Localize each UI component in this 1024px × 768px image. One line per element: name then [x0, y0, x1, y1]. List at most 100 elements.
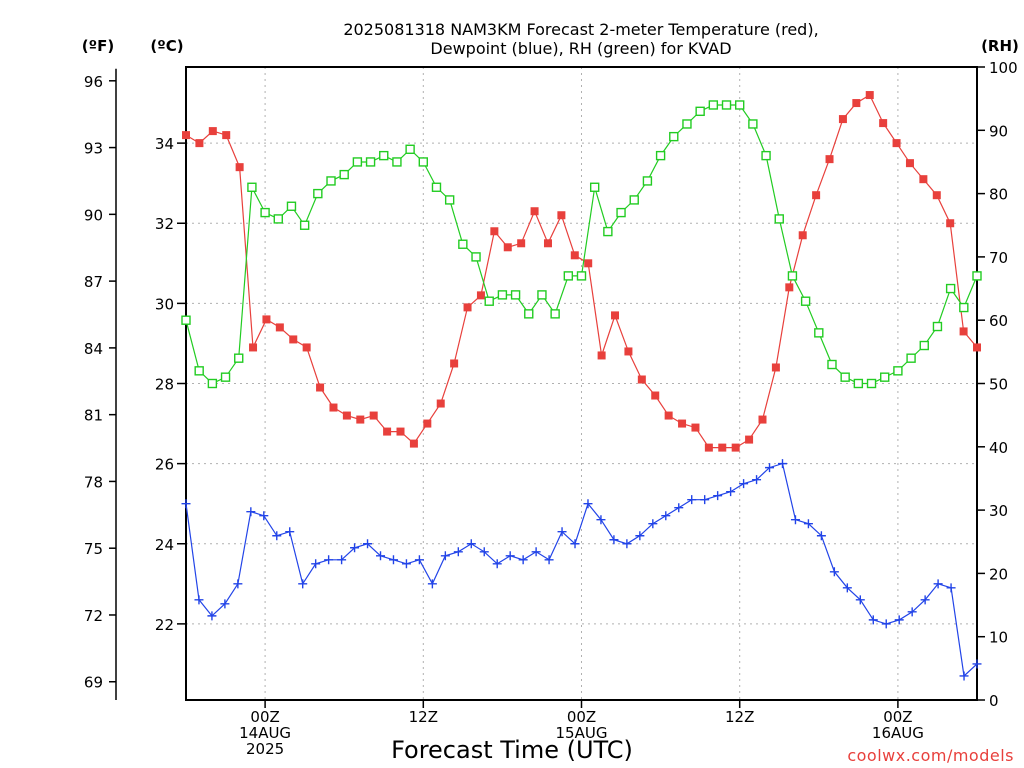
dewpoint-point	[246, 507, 256, 517]
rh-point	[260, 207, 270, 218]
dewpoint-point	[933, 579, 943, 589]
dewpoint-point	[700, 495, 710, 505]
rh-point	[497, 290, 508, 300]
rh-point	[273, 214, 283, 224]
rh-point	[431, 182, 442, 192]
temperature-point	[879, 119, 888, 128]
rh-point	[655, 150, 666, 161]
dewpoint-point	[233, 579, 243, 589]
rh-tick-label: 40	[989, 439, 1008, 457]
temperature-point	[664, 411, 673, 420]
dewpoint-point	[635, 531, 645, 541]
temperature-point	[892, 139, 901, 148]
temperature-point	[745, 435, 754, 444]
temperature-point	[356, 415, 365, 424]
temperature-point	[798, 231, 807, 240]
rh-point	[761, 150, 771, 161]
temperature-point	[222, 131, 231, 140]
dewpoint-point	[453, 547, 463, 557]
rh-tick-label: 60	[989, 312, 1008, 330]
rh-point	[313, 188, 323, 199]
dewpoint-point	[466, 539, 476, 549]
temperature-point	[557, 211, 566, 220]
rh-point	[524, 309, 534, 319]
x-tick-label: 2025	[246, 740, 284, 758]
axes: 69 72 75 78 81 84 87 90 93 96 22 24 26 28 30 32 34 0 10 20 3…	[84, 59, 1018, 710]
fahrenheit-unit-label: (ºF)	[82, 37, 114, 55]
temperature-point	[182, 131, 190, 140]
rh-point	[774, 214, 784, 224]
rh-point	[603, 226, 613, 237]
dewpoint-point	[324, 555, 334, 565]
temperature-point	[932, 191, 941, 200]
rh-tick-label: 0	[989, 692, 999, 710]
dewpoint-point	[907, 607, 917, 617]
rh-point	[510, 290, 521, 300]
rh-tick-label: 10	[989, 629, 1008, 647]
dewpoint-point	[829, 567, 839, 577]
rh-point	[827, 359, 837, 370]
rh-point	[537, 290, 547, 300]
dewpoint-point	[752, 475, 762, 485]
temperature-point	[852, 99, 861, 108]
dewpoint-point	[648, 519, 658, 529]
temperature-point	[905, 159, 914, 168]
rh-point	[247, 182, 257, 192]
dewpoint-point	[959, 671, 969, 681]
rh-point	[629, 195, 639, 205]
x-tick-label: 00Z	[567, 708, 596, 726]
chart-title-line-1: 2025081318 NAM3KM Forecast 2-meter Tempe…	[343, 20, 818, 39]
rh-point	[682, 119, 692, 129]
rh-point	[207, 378, 218, 389]
fahrenheit-tick-label: 90	[84, 206, 103, 224]
temperature-point	[517, 239, 526, 248]
dewpoint-point	[881, 619, 891, 629]
dewpoint-point	[868, 615, 878, 625]
dewpoint-point	[363, 539, 373, 549]
dewpoint-point	[298, 579, 308, 589]
dewpoint-point	[726, 487, 736, 497]
x-tick-label: 00Z	[250, 708, 279, 726]
rh-point	[906, 353, 916, 363]
rh-tick-label: 20	[989, 565, 1008, 583]
dewpoint-point	[790, 515, 800, 525]
rh-point	[220, 372, 231, 382]
dewpoint-point	[583, 499, 593, 509]
rh-tick-label: 90	[989, 122, 1008, 140]
dewpoint-point	[518, 555, 528, 565]
dewpoint-point	[544, 555, 554, 565]
dewpoint-point	[777, 459, 787, 469]
rh-unit-label: (RH)	[981, 37, 1019, 55]
rh-point	[563, 271, 574, 281]
dewpoint-point	[803, 519, 813, 529]
celsius-tick-label: 24	[155, 536, 174, 554]
temperature-point	[396, 427, 405, 436]
rh-point	[748, 119, 758, 129]
rh-point	[735, 100, 745, 110]
series-dewpoint	[181, 459, 982, 681]
fahrenheit-tick-label: 75	[84, 540, 103, 558]
temperature-point	[369, 411, 378, 420]
fahrenheit-tick-label: 96	[84, 73, 103, 91]
rh-point	[352, 157, 363, 167]
temperature-point	[771, 363, 780, 372]
dewpoint-point	[570, 539, 580, 549]
temperature-point	[959, 327, 968, 336]
fahrenheit-tick-label: 81	[84, 407, 103, 425]
x-tick-label: 00Z	[883, 708, 912, 726]
dewpoint-point	[674, 503, 684, 513]
temperature-point	[249, 343, 258, 352]
dewpoint-point	[765, 463, 775, 473]
temperature-point	[463, 303, 472, 312]
rh-point	[932, 321, 943, 332]
celsius-tick-label: 22	[155, 616, 174, 634]
rh-tick-label: 70	[989, 249, 1008, 267]
rh-point	[893, 366, 903, 376]
x-axis-label: Forecast Time (UTC)	[391, 736, 633, 764]
rh-point	[840, 372, 850, 382]
rh-point	[379, 150, 389, 161]
temperature-point	[450, 359, 459, 368]
dewpoint-point	[531, 547, 541, 557]
dewpoint-point	[739, 479, 749, 489]
